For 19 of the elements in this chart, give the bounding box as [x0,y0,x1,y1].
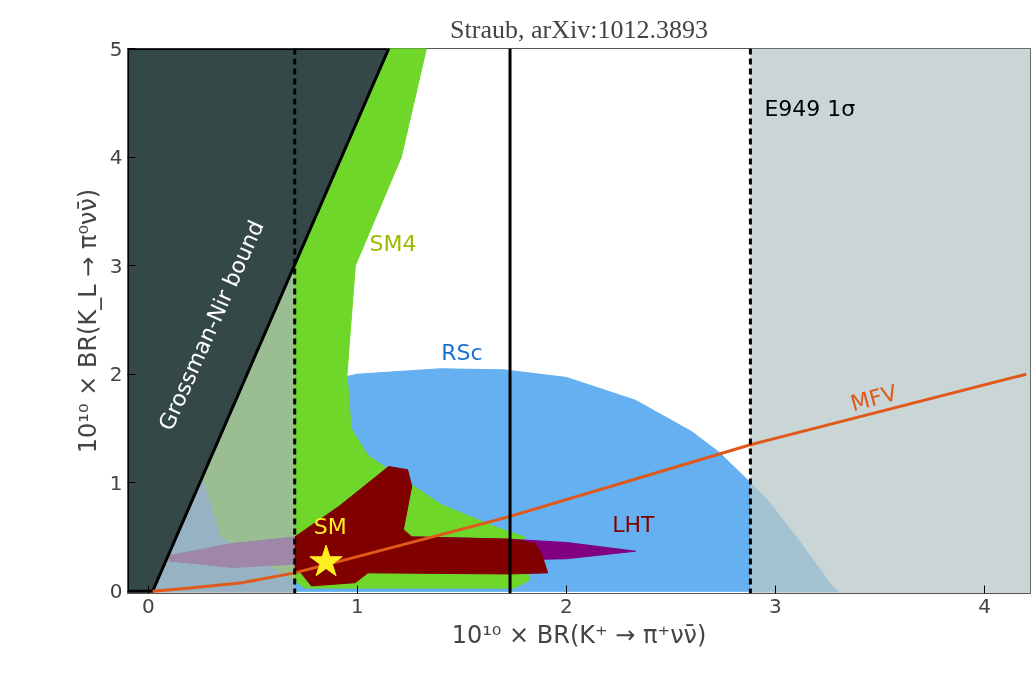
y-tick-label: 4 [109,145,123,170]
y-tick-label: 3 [109,253,123,278]
x-tick-label: 2 [560,593,573,618]
series-label: SM4 [369,231,417,257]
y-tick-label: 1 [109,470,123,495]
series-label: RSc [441,339,483,365]
text: MFV [847,379,900,417]
ref-line-label: E949 1σ [764,95,856,121]
x-tick-label: 4 [978,593,991,618]
chart-title: Straub, arXiv:1012.3893 [450,14,708,44]
y-axis-title: 10¹⁰ × BR(K_L → π⁰νν̄) [73,188,102,454]
y-tick-label: 2 [109,362,123,387]
x-tick-label: 3 [769,593,782,618]
y-tick-label: 5 [109,36,123,61]
x-tick-label: 0 [142,593,155,618]
series-label: LHT [612,511,656,537]
x-axis-title: 10¹⁰ × BR(K⁺ → π⁺νν̄) [451,620,707,649]
x-tick-label: 1 [351,593,364,618]
series-label: SM [313,513,347,539]
